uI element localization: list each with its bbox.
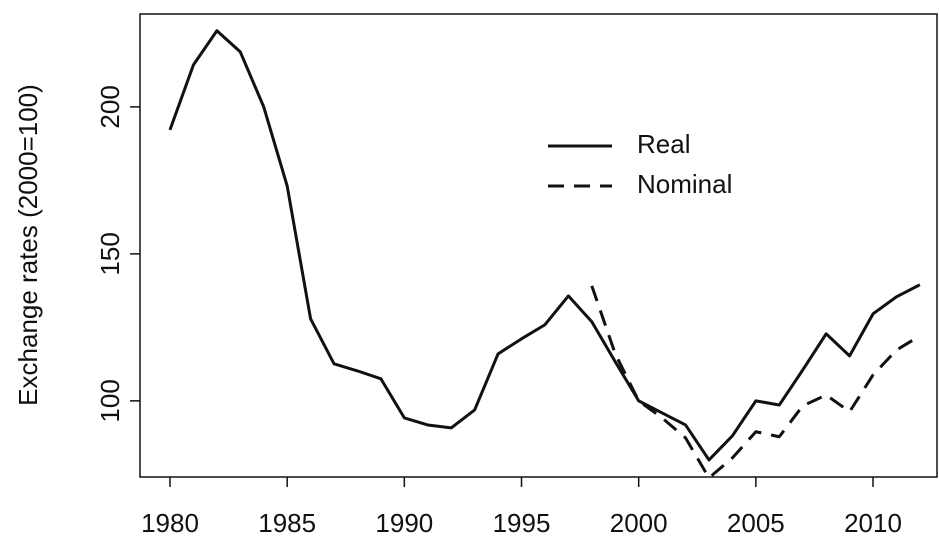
x-tick-label: 2010 [844,508,902,538]
y-axis-label: Exchange rates (2000=100) [13,84,43,406]
x-tick-label: 2000 [610,508,668,538]
series-line [168,29,921,462]
plot-frame [139,13,938,478]
x-tick-label: 2005 [727,508,785,538]
y-tick-label: 150 [95,232,125,275]
y-tick-label: 200 [95,85,125,128]
x-tick-label: 1990 [375,508,433,538]
x-tick-label: 1985 [258,508,316,538]
y-tick-label: 100 [95,379,125,422]
plot-area [168,29,921,477]
x-tick-label: 1995 [493,508,551,538]
legend-label: Real [637,129,690,159]
legend-label: Nominal [637,169,732,199]
series-line [590,285,921,477]
x-tick-label: 1980 [141,508,199,538]
